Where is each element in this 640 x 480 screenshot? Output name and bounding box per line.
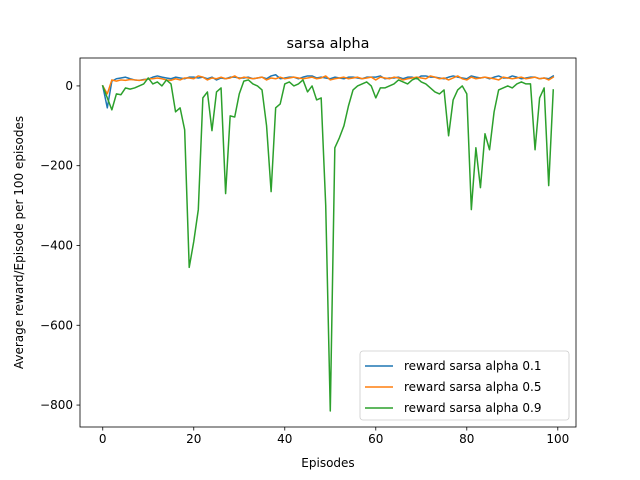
y-axis: 0 −200 −400 −600 −800 [40,79,80,412]
x-tick-label: 20 [186,432,201,446]
y-tick-label: 0 [65,79,73,93]
x-tick-label: 100 [546,432,569,446]
x-axis: 0 20 40 60 80 100 [99,427,569,446]
series-line-2 [101,77,555,412]
y-tick-label: −400 [40,238,73,252]
plot-lines [101,74,555,412]
y-tick-label: −600 [40,318,73,332]
chart-title: sarsa alpha [286,36,369,52]
y-axis-label: Average reward/Episode per 100 episodes [12,116,26,369]
legend: reward sarsa alpha 0.1 reward sarsa alpha… [359,350,570,421]
x-tick-label: 60 [368,432,383,446]
plot-frame [79,57,577,428]
series-line-1 [101,75,555,95]
legend-label-1: reward sarsa alpha 0.5 [404,380,542,394]
x-tick-label: 80 [459,432,474,446]
y-tick-label: −200 [40,159,73,173]
legend-label-2: reward sarsa alpha 0.9 [404,401,542,415]
y-tick-label: −800 [40,398,73,412]
x-tick-label: 40 [277,432,292,446]
x-axis-label: Episodes [301,456,354,470]
legend-box [359,350,570,421]
x-tick-label: 0 [99,432,107,446]
legend-label-0: reward sarsa alpha 0.1 [404,359,542,373]
